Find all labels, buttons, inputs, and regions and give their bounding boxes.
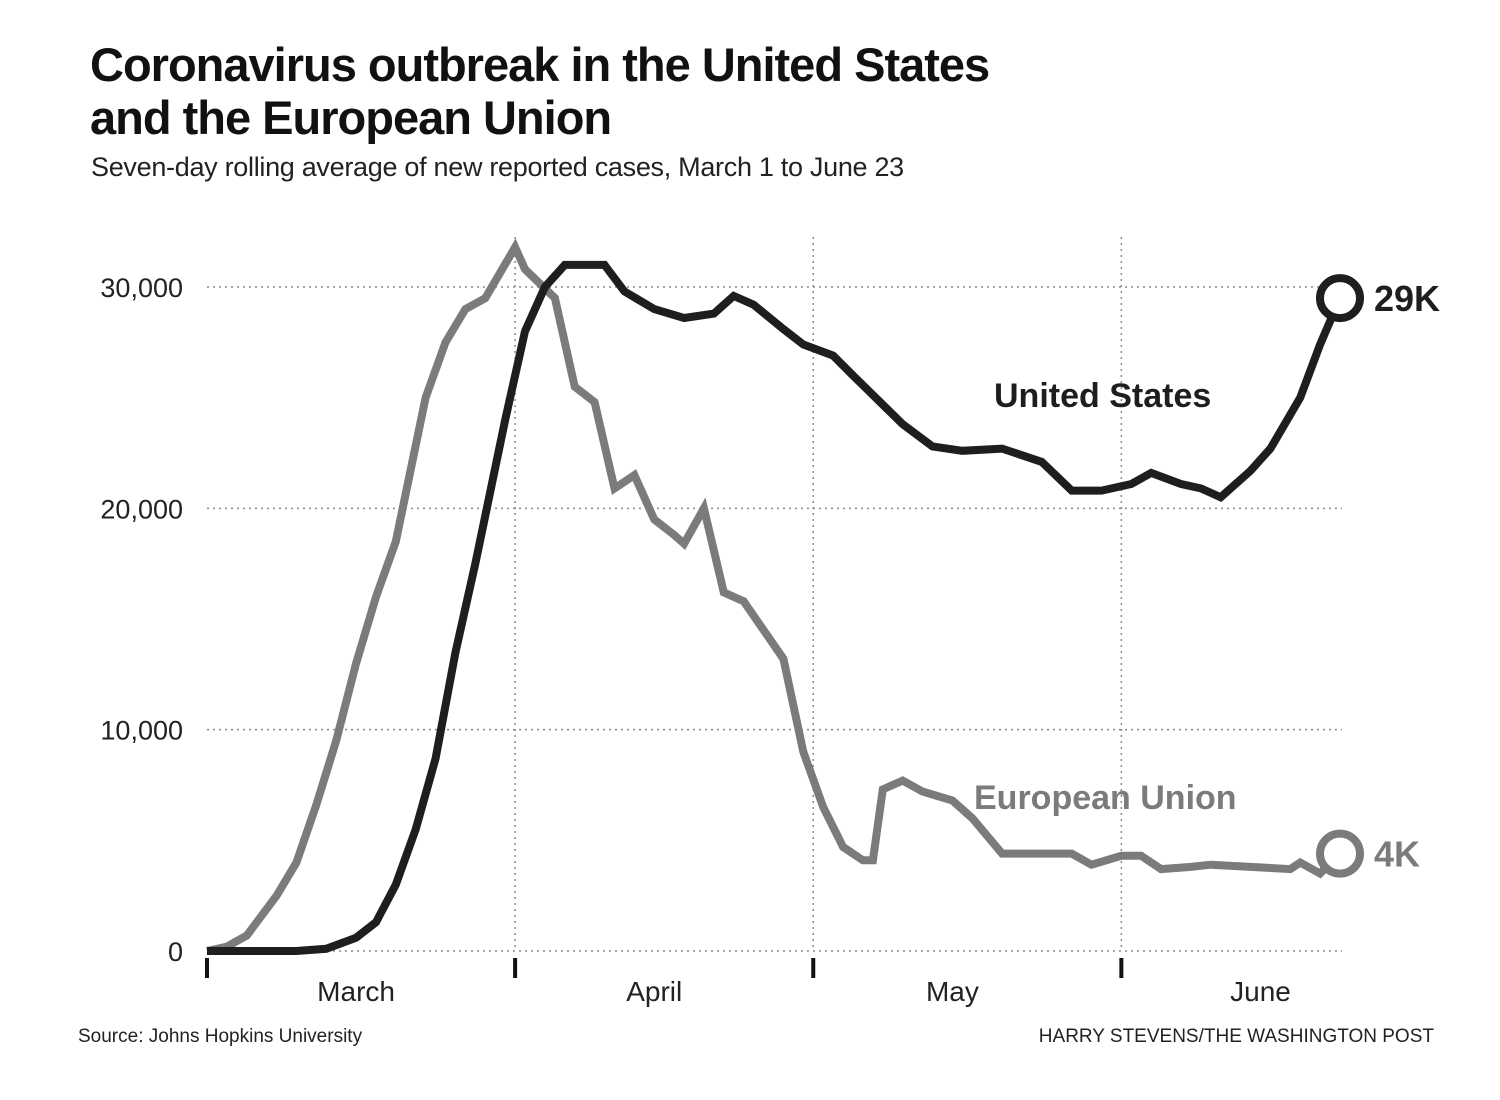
chart-title: Coronavirus outbreak in the United State…: [90, 38, 1290, 144]
end-label-united-states: 29K: [1374, 278, 1440, 319]
x-tick-label: June: [1230, 976, 1291, 1007]
series-line-united-states: [207, 260, 1344, 955]
grid-layer: [207, 237, 1342, 952]
chart-title-line-1: Coronavirus outbreak in the United State…: [90, 38, 990, 91]
y-tick-label: 10,000: [100, 716, 183, 746]
source-note: Source: Johns Hopkins University: [78, 1026, 363, 1047]
series-label-european-union: European Union: [974, 779, 1237, 817]
x-axis: [205, 958, 1124, 978]
series-layer: [206, 238, 1364, 955]
series-line-european-union: [206, 238, 1343, 955]
credit-note: HARRY STEVENS/THE WASHINGTON POST: [1038, 1026, 1434, 1047]
label-layer: 0 10,000 20,000 30,000 March April May June 29K 4…: [100, 273, 1440, 1007]
end-point-united-states: [1316, 274, 1364, 323]
y-tick-label: 0: [168, 937, 183, 967]
x-tick-label: May: [926, 976, 979, 1007]
series-label-united-states: United States: [994, 377, 1211, 415]
end-label-european-union: 4K: [1374, 834, 1420, 875]
y-tick-label: 30,000: [100, 273, 183, 303]
end-point-european-union: [1316, 829, 1364, 878]
x-tick-label: March: [317, 976, 395, 1007]
chart-title-line-2: and the European Union: [90, 91, 612, 144]
x-tick-label: April: [626, 976, 682, 1007]
y-tick-label: 20,000: [100, 494, 183, 524]
chart-subtitle: Seven-day rolling average of new reporte…: [91, 152, 904, 182]
